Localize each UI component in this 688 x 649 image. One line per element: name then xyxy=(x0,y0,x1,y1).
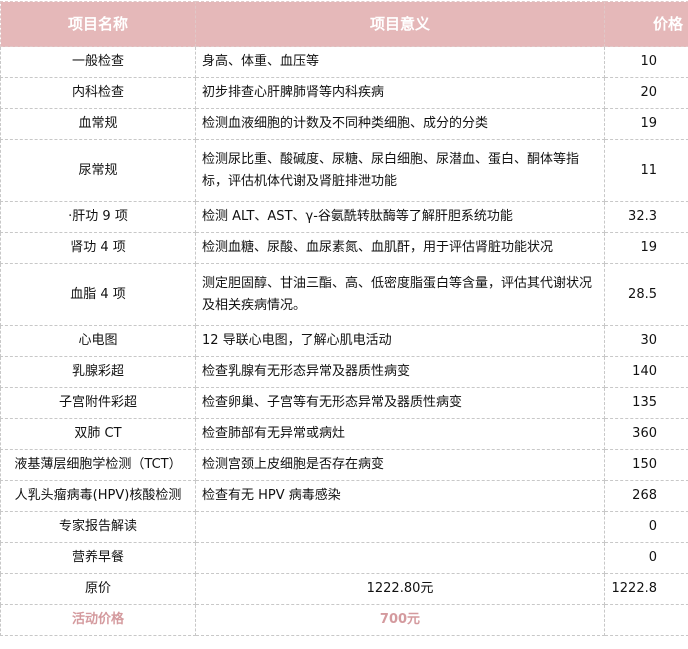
cell-price: 19 xyxy=(605,109,688,140)
table-row: 营养早餐 0 xyxy=(1,543,688,574)
cell-price: 30 xyxy=(605,326,688,357)
cell-name: 心电图 xyxy=(1,326,196,357)
cell-price: 32.3 xyxy=(605,202,688,233)
cell-name: 血脂 4 项 xyxy=(1,264,196,326)
cell-name: 子宫附件彩超 xyxy=(1,388,196,419)
cell-name: 液基薄层细胞学检测（TCT） xyxy=(1,450,196,481)
cell-name: 双肺 CT xyxy=(1,419,196,450)
header-name: 项目名称 xyxy=(1,2,196,47)
table-row: 血脂 4 项测定胆固醇、甘油三酯、高、低密度脂蛋白等含量，评估其代谢状况及相关疾… xyxy=(1,264,688,326)
cell-price: 0 xyxy=(605,512,688,543)
cell-price: 150 xyxy=(605,450,688,481)
promo-name: 活动价格 xyxy=(1,605,196,636)
cell-meaning: 初步排查心肝脾肺肾等内科疾病 xyxy=(196,78,605,109)
cell-meaning: 测定胆固醇、甘油三酯、高、低密度脂蛋白等含量，评估其代谢状况及相关疾病情况。 xyxy=(196,264,605,326)
cell-price: 135 xyxy=(605,388,688,419)
cell-meaning: 检测血液细胞的计数及不同种类细胞、成分的分类 xyxy=(196,109,605,140)
cell-name: 人乳头瘤病毒(HPV)核酸检测 xyxy=(1,481,196,512)
cell-name: ·肝功 9 项 xyxy=(1,202,196,233)
cell-name: 一般检查 xyxy=(1,47,196,78)
cell-price: 28.5 xyxy=(605,264,688,326)
cell-meaning: 检测尿比重、酸碱度、尿糖、尿白细胞、尿潜血、蛋白、酮体等指标，评估机体代谢及肾脏… xyxy=(196,140,605,202)
cell-meaning: 身高、体重、血压等 xyxy=(196,47,605,78)
table-row: 专家报告解读 0 xyxy=(1,512,688,543)
table-row: 尿常规检测尿比重、酸碱度、尿糖、尿白细胞、尿潜血、蛋白、酮体等指标，评估机体代谢… xyxy=(1,140,688,202)
promo-price xyxy=(605,605,688,636)
cell-meaning xyxy=(196,512,605,543)
cell-price: 20 xyxy=(605,78,688,109)
cell-price: 0 xyxy=(605,543,688,574)
cell-price: 140 xyxy=(605,357,688,388)
original-meaning: 1222.80元 xyxy=(196,574,605,605)
cell-name: 血常规 xyxy=(1,109,196,140)
cell-meaning: 检测宫颈上皮细胞是否存在病变 xyxy=(196,450,605,481)
cell-meaning: 检查乳腺有无形态异常及器质性病变 xyxy=(196,357,605,388)
cell-price: 11 xyxy=(605,140,688,202)
cell-price: 360 xyxy=(605,419,688,450)
cell-name: 肾功 4 项 xyxy=(1,233,196,264)
header-meaning: 项目意义 xyxy=(196,2,605,47)
cell-name: 尿常规 xyxy=(1,140,196,202)
cell-name: 专家报告解读 xyxy=(1,512,196,543)
cell-meaning: 检查卵巢、子宫等有无形态异常及器质性病变 xyxy=(196,388,605,419)
cell-meaning xyxy=(196,543,605,574)
cell-meaning: 检查肺部有无异常或病灶 xyxy=(196,419,605,450)
cell-price: 10 xyxy=(605,47,688,78)
table-header: 项目名称 项目意义 价格 xyxy=(1,2,688,47)
cell-meaning: 检测血糖、尿酸、血尿素氮、血肌酐，用于评估肾脏功能状况 xyxy=(196,233,605,264)
cell-meaning: 检测 ALT、AST、γ-谷氨酰转肽酶等了解肝胆系统功能 xyxy=(196,202,605,233)
cell-meaning: 12 导联心电图，了解心肌电活动 xyxy=(196,326,605,357)
cell-price: 268 xyxy=(605,481,688,512)
cell-name: 内科检查 xyxy=(1,78,196,109)
header-price: 价格 xyxy=(605,2,688,47)
cell-name: 乳腺彩超 xyxy=(1,357,196,388)
cell-name: 营养早餐 xyxy=(1,543,196,574)
original-name: 原价 xyxy=(1,574,196,605)
promo-meaning: 700元 xyxy=(196,605,605,636)
cell-price: 19 xyxy=(605,233,688,264)
original-price: 1222.8 xyxy=(605,574,688,605)
cell-meaning: 检查有无 HPV 病毒感染 xyxy=(196,481,605,512)
